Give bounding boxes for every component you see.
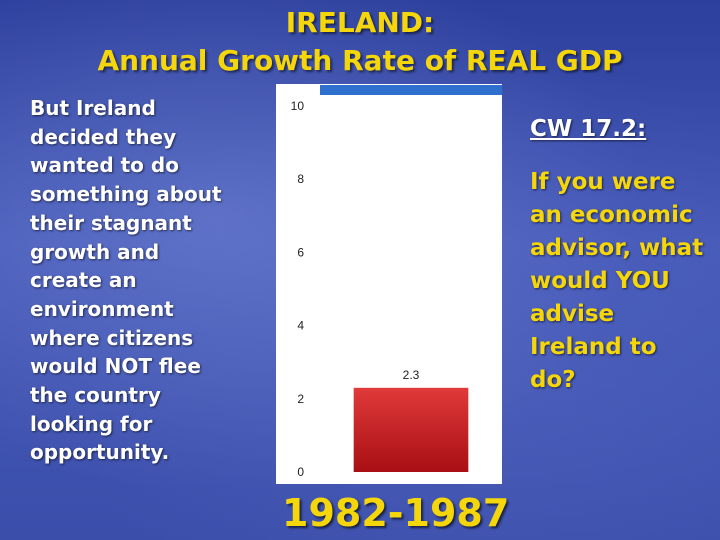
classwork-label: CW 17.2: <box>530 116 647 142</box>
y-tick-label: 0 <box>297 465 304 479</box>
y-axis: 0 2 4 6 8 10 <box>291 99 305 479</box>
bars <box>353 387 469 472</box>
bar-1982-1987 <box>353 387 469 472</box>
advisor-question: If you were an economic advisor, what wo… <box>530 169 704 393</box>
y-tick-label: 8 <box>297 172 304 186</box>
gdp-growth-chart: 0 2 4 6 8 10 2.3 <box>276 84 502 484</box>
y-tick-label: 2 <box>297 392 304 406</box>
y-tick-label: 4 <box>297 319 304 333</box>
bar-value-label: 2.3 <box>403 368 420 382</box>
context-text: But Ireland decided they wanted to do so… <box>30 96 222 465</box>
title-line-1: IRELAND: <box>285 6 435 39</box>
period-label: 1982-1987 <box>282 491 510 535</box>
bar-labels: 2.3 <box>403 368 420 382</box>
y-tick-label: 6 <box>297 245 304 259</box>
slide-title: IRELAND: Annual Growth Rate of REAL GDP <box>0 4 720 80</box>
chart-top-line <box>320 85 502 95</box>
y-tick-label: 10 <box>291 99 305 113</box>
title-line-2: Annual Growth Rate of REAL GDP <box>97 44 623 77</box>
